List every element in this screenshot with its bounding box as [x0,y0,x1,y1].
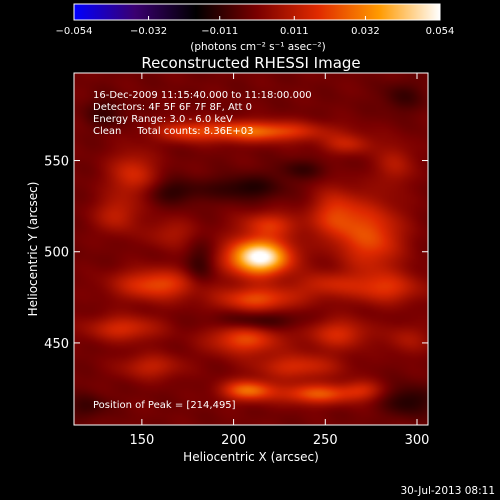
chart-title: Reconstructed RHESSI Image [141,54,360,72]
x-tick-label: 300 [405,433,430,448]
x-tick-label: 150 [129,433,154,448]
x-axis-ticks: 150 200 250 300 [129,73,429,448]
y-axis-label: Heliocentric Y (arcsec) [26,182,40,317]
x-tick-label: 200 [221,433,246,448]
y-tick-label: 450 [44,337,69,352]
y-axis-ticks: 450 500 550 [44,155,428,352]
colorbar-frame [73,3,441,21]
annotation-detectors: Detectors: 4F 5F 6F 7F 8F, Att 0 [93,102,252,113]
heatmap-image [74,73,428,425]
colorbar: −0.054 −0.032 −0.011 0.011 0.032 0.054 (photo… [55,3,454,53]
colorbar-units: (photons cm⁻² s⁻¹ asec⁻²) [190,41,325,53]
x-tick-label: 250 [313,433,338,448]
colorbar-gradient [74,4,440,20]
y-tick-label: 550 [44,155,69,170]
colorbar-ticks: −0.054 −0.032 −0.011 0.011 0.032 0.054 [55,16,454,37]
annotation-time-range: 16-Dec-2009 11:15:40.000 to 11:18:00.000 [93,90,312,101]
colorbar-tick-label: −0.054 [55,26,92,37]
plot-area: 150 200 250 300 450 500 550 [44,72,429,448]
annotation-clean-counts: Clean Total counts: 8.36E+03 [93,126,253,137]
colorbar-tick-label: −0.032 [130,26,167,37]
peak-position-label: Position of Peak = [214,495] [93,400,236,411]
colorbar-tick-label: 0.011 [280,26,309,37]
y-tick-label: 500 [44,246,69,261]
colorbar-tick-label: 0.054 [426,26,455,37]
plot-frame [73,72,429,426]
x-axis-label: Heliocentric X (arcsec) [183,450,319,464]
colorbar-tick-label: −0.011 [201,26,238,37]
info-annotations: 16-Dec-2009 11:15:40.000 to 11:18:00.000… [93,90,312,137]
timestamp: 30-Jul-2013 08:11 [400,485,495,497]
annotation-energy-range: Energy Range: 3.0 - 6.0 keV [93,114,233,125]
colorbar-tick-label: 0.032 [351,26,380,37]
